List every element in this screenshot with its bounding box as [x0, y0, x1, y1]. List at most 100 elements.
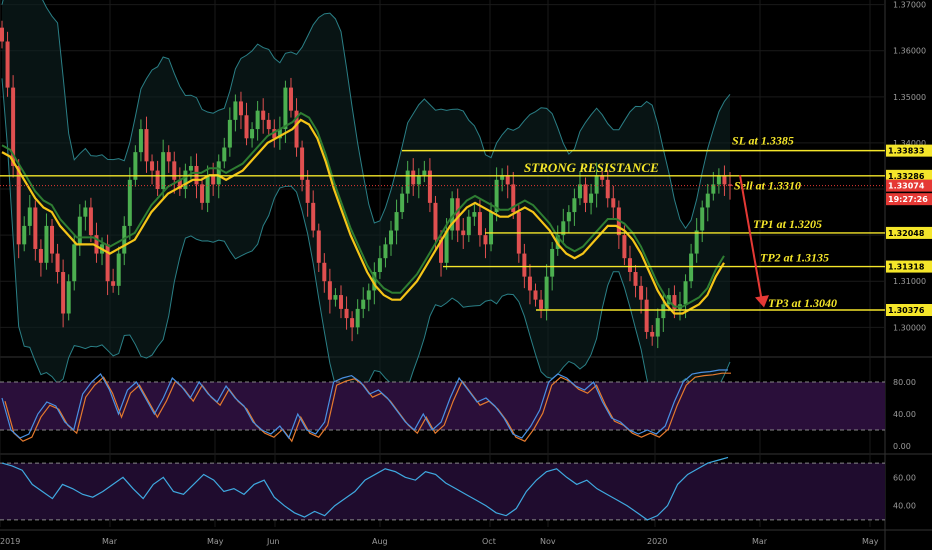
price-badge-label: 1.33074: [888, 182, 925, 191]
candle-body: [411, 170, 416, 185]
candle-body: [394, 212, 399, 231]
candle-body: [183, 170, 188, 190]
rsi-band-fill: [0, 382, 885, 430]
candle-body: [155, 170, 160, 190]
candle-body: [633, 272, 638, 286]
level-annotation: TP1 at 1.3205: [753, 217, 822, 231]
level-annotation: TP2 at 1.3135: [760, 251, 829, 265]
candle-body: [527, 276, 532, 291]
candle-body: [589, 193, 594, 203]
candle-body: [427, 170, 432, 203]
candle-body: [283, 87, 288, 130]
candle-body: [333, 295, 338, 300]
candle-body: [83, 207, 88, 217]
candle-body: [405, 170, 410, 194]
candle-body: [288, 87, 293, 111]
candle-body: [127, 179, 132, 226]
candle-body: [161, 152, 166, 190]
candle-body: [505, 175, 510, 185]
candle-body: [433, 202, 438, 240]
candle-body: [605, 179, 610, 199]
price-tick-label: 1.37000: [893, 1, 926, 10]
candle-body: [600, 175, 605, 180]
candle-body: [188, 165, 193, 171]
candle-body: [494, 179, 499, 213]
candle-body: [205, 175, 210, 203]
candle-body: [550, 248, 555, 277]
price-badge: [886, 304, 932, 317]
price-badge-label: 1.33833: [888, 147, 924, 156]
level-annotation: TP3 at 1.3040: [768, 296, 837, 310]
price-badge: [886, 169, 932, 182]
candle-body: [166, 152, 171, 162]
price-tick-label: 1.31000: [893, 277, 926, 286]
candle-body: [461, 230, 466, 236]
price-tick-label: 1.36000: [893, 47, 926, 56]
candle-body: [72, 244, 77, 282]
moving-average-yellow: [1, 118, 725, 315]
momentum-line: [1, 456, 729, 521]
candle-body: [0, 27, 4, 42]
candle-body: [700, 207, 705, 231]
candle-body: [266, 119, 271, 130]
candle-body: [572, 198, 577, 213]
candle-body: [255, 110, 260, 130]
time-axis-label: May: [207, 537, 224, 546]
bollinger-band-fill: [2, 0, 730, 412]
candle-body: [539, 299, 544, 309]
candle-body: [655, 318, 660, 337]
candle-body: [300, 147, 305, 180]
candle-body: [455, 198, 460, 231]
price-badge-label: 1.33286: [888, 172, 925, 181]
candle-body: [661, 304, 666, 319]
candle-body: [566, 212, 571, 222]
candle-body: [200, 184, 205, 203]
candle-body: [422, 170, 427, 176]
candle-body: [416, 175, 421, 185]
candle-body: [88, 207, 93, 236]
candle-body: [133, 152, 138, 180]
candle-body: [38, 248, 43, 263]
candle-body: [577, 184, 582, 199]
candle-body: [16, 165, 21, 245]
candle-body: [644, 299, 649, 332]
candle-body: [138, 129, 143, 153]
candle-body: [316, 230, 321, 263]
candle-body: [44, 225, 49, 263]
time-axis-label: Mar: [752, 537, 768, 546]
price-axis-bg: [885, 0, 932, 550]
candle-body: [311, 202, 316, 231]
candle-body: [116, 253, 121, 286]
candle-body: [361, 299, 366, 309]
stoch-k-line: [1, 369, 728, 440]
candle-body: [222, 147, 227, 162]
sell-arrow-line: [739, 175, 763, 303]
price-tick-label: 1.35000: [893, 93, 926, 102]
candle-body: [305, 179, 310, 203]
time-axis-label: Oct: [482, 537, 496, 546]
candle-body: [622, 235, 627, 259]
candle-body: [172, 161, 177, 180]
candle-body: [250, 129, 255, 139]
rsi-tick-label: 40.00: [893, 410, 916, 419]
price-badge: [886, 226, 932, 239]
candle-body: [144, 129, 149, 162]
candle-body: [105, 244, 110, 282]
candle-body: [22, 225, 27, 245]
candle-body: [561, 221, 566, 236]
price-badge: [886, 193, 932, 206]
level-annotation: SL at 1.3385: [732, 134, 794, 148]
candle-body: [672, 295, 677, 309]
candle-body: [327, 281, 332, 300]
candle-body: [27, 207, 32, 226]
candle-body: [94, 235, 99, 254]
candle-body: [383, 244, 388, 259]
price-badge: [886, 260, 932, 273]
candle-body: [544, 276, 549, 309]
candle-body: [439, 239, 444, 263]
candle-body: [400, 193, 405, 213]
candle-body: [111, 281, 116, 286]
candle-body: [66, 281, 71, 314]
candle-body: [55, 253, 60, 273]
